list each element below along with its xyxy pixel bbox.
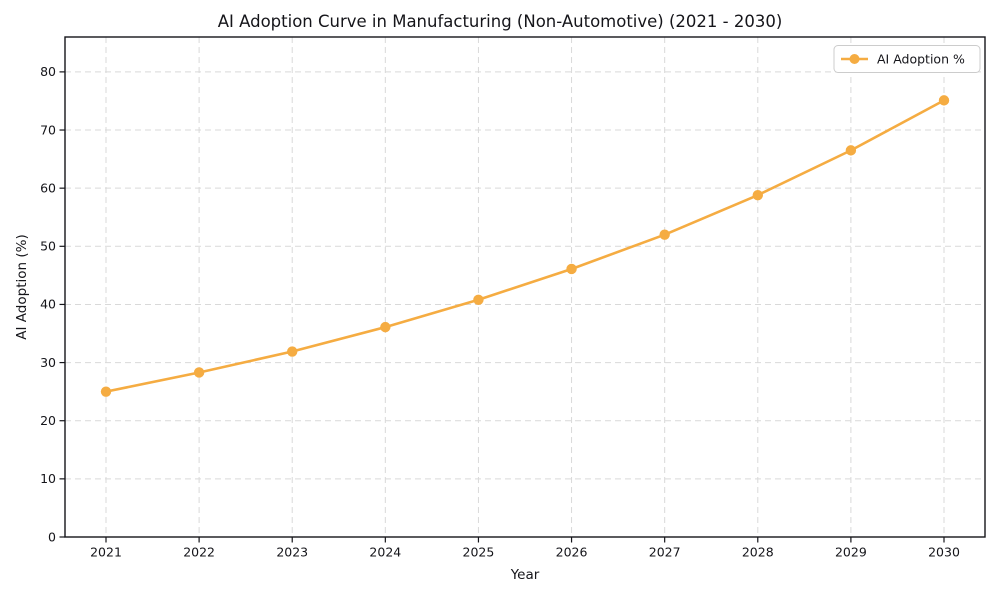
x-tick-label: 2025 xyxy=(463,545,495,560)
x-tick-label: 2028 xyxy=(742,545,774,560)
data-point xyxy=(752,189,763,201)
x-tick-label: 2026 xyxy=(556,545,588,560)
y-tick-label: 20 xyxy=(40,413,56,428)
x-tick-label: 2030 xyxy=(928,545,960,560)
data-point xyxy=(938,95,950,106)
series-line xyxy=(104,99,946,393)
y-tick-label: 40 xyxy=(40,297,56,312)
y-tick-label: 70 xyxy=(40,122,56,137)
y-tick-label: 50 xyxy=(40,239,56,254)
y-tick-label: 60 xyxy=(40,180,56,195)
x-tick-label: 2024 xyxy=(369,545,401,560)
data-point xyxy=(193,367,205,378)
data-point xyxy=(287,346,298,357)
legend-box xyxy=(833,45,981,73)
data-point xyxy=(380,321,391,333)
y-tick-label: 80 xyxy=(40,64,56,79)
chart-title: AI Adoption Curve in Manufacturing (Non-… xyxy=(217,12,783,31)
y-tick-label: 0 xyxy=(48,529,56,544)
legend-label: AI Adoption % xyxy=(877,52,965,67)
x-tick-label: 2023 xyxy=(276,545,308,560)
x-tick-label: 2029 xyxy=(835,545,867,560)
x-tick-label: 2021 xyxy=(90,545,122,560)
y-tick-label: 30 xyxy=(40,355,56,370)
x-axis-label: Year xyxy=(510,567,540,583)
data-point xyxy=(566,263,577,275)
data-point xyxy=(100,386,112,397)
y-tick-label: 10 xyxy=(40,471,56,486)
x-tick-label: 2022 xyxy=(183,545,215,560)
x-tick-label: 2027 xyxy=(649,545,681,560)
y-axis-label: AI Adoption (%) xyxy=(14,234,30,340)
data-point xyxy=(845,145,857,156)
axes-box xyxy=(64,36,986,538)
data-point xyxy=(473,294,484,305)
data-point xyxy=(659,229,670,240)
legend-sample-marker xyxy=(849,54,860,64)
